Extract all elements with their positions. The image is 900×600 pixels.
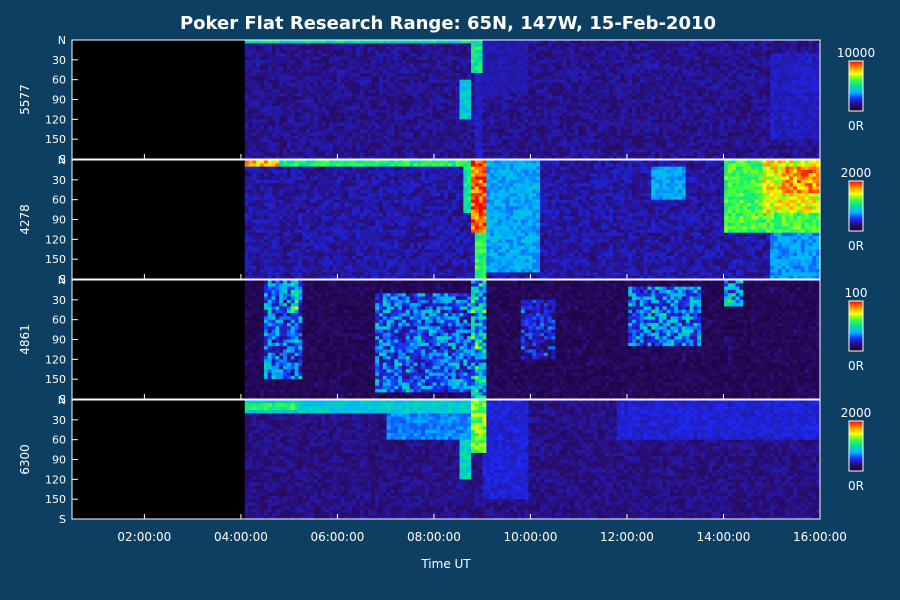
intensity-image	[245, 40, 821, 160]
keogram-panels: N306090120150S5577100000RN306090120150S4…	[18, 34, 875, 526]
chart-title: Poker Flat Research Range: 65N, 147W, 15…	[180, 13, 716, 34]
